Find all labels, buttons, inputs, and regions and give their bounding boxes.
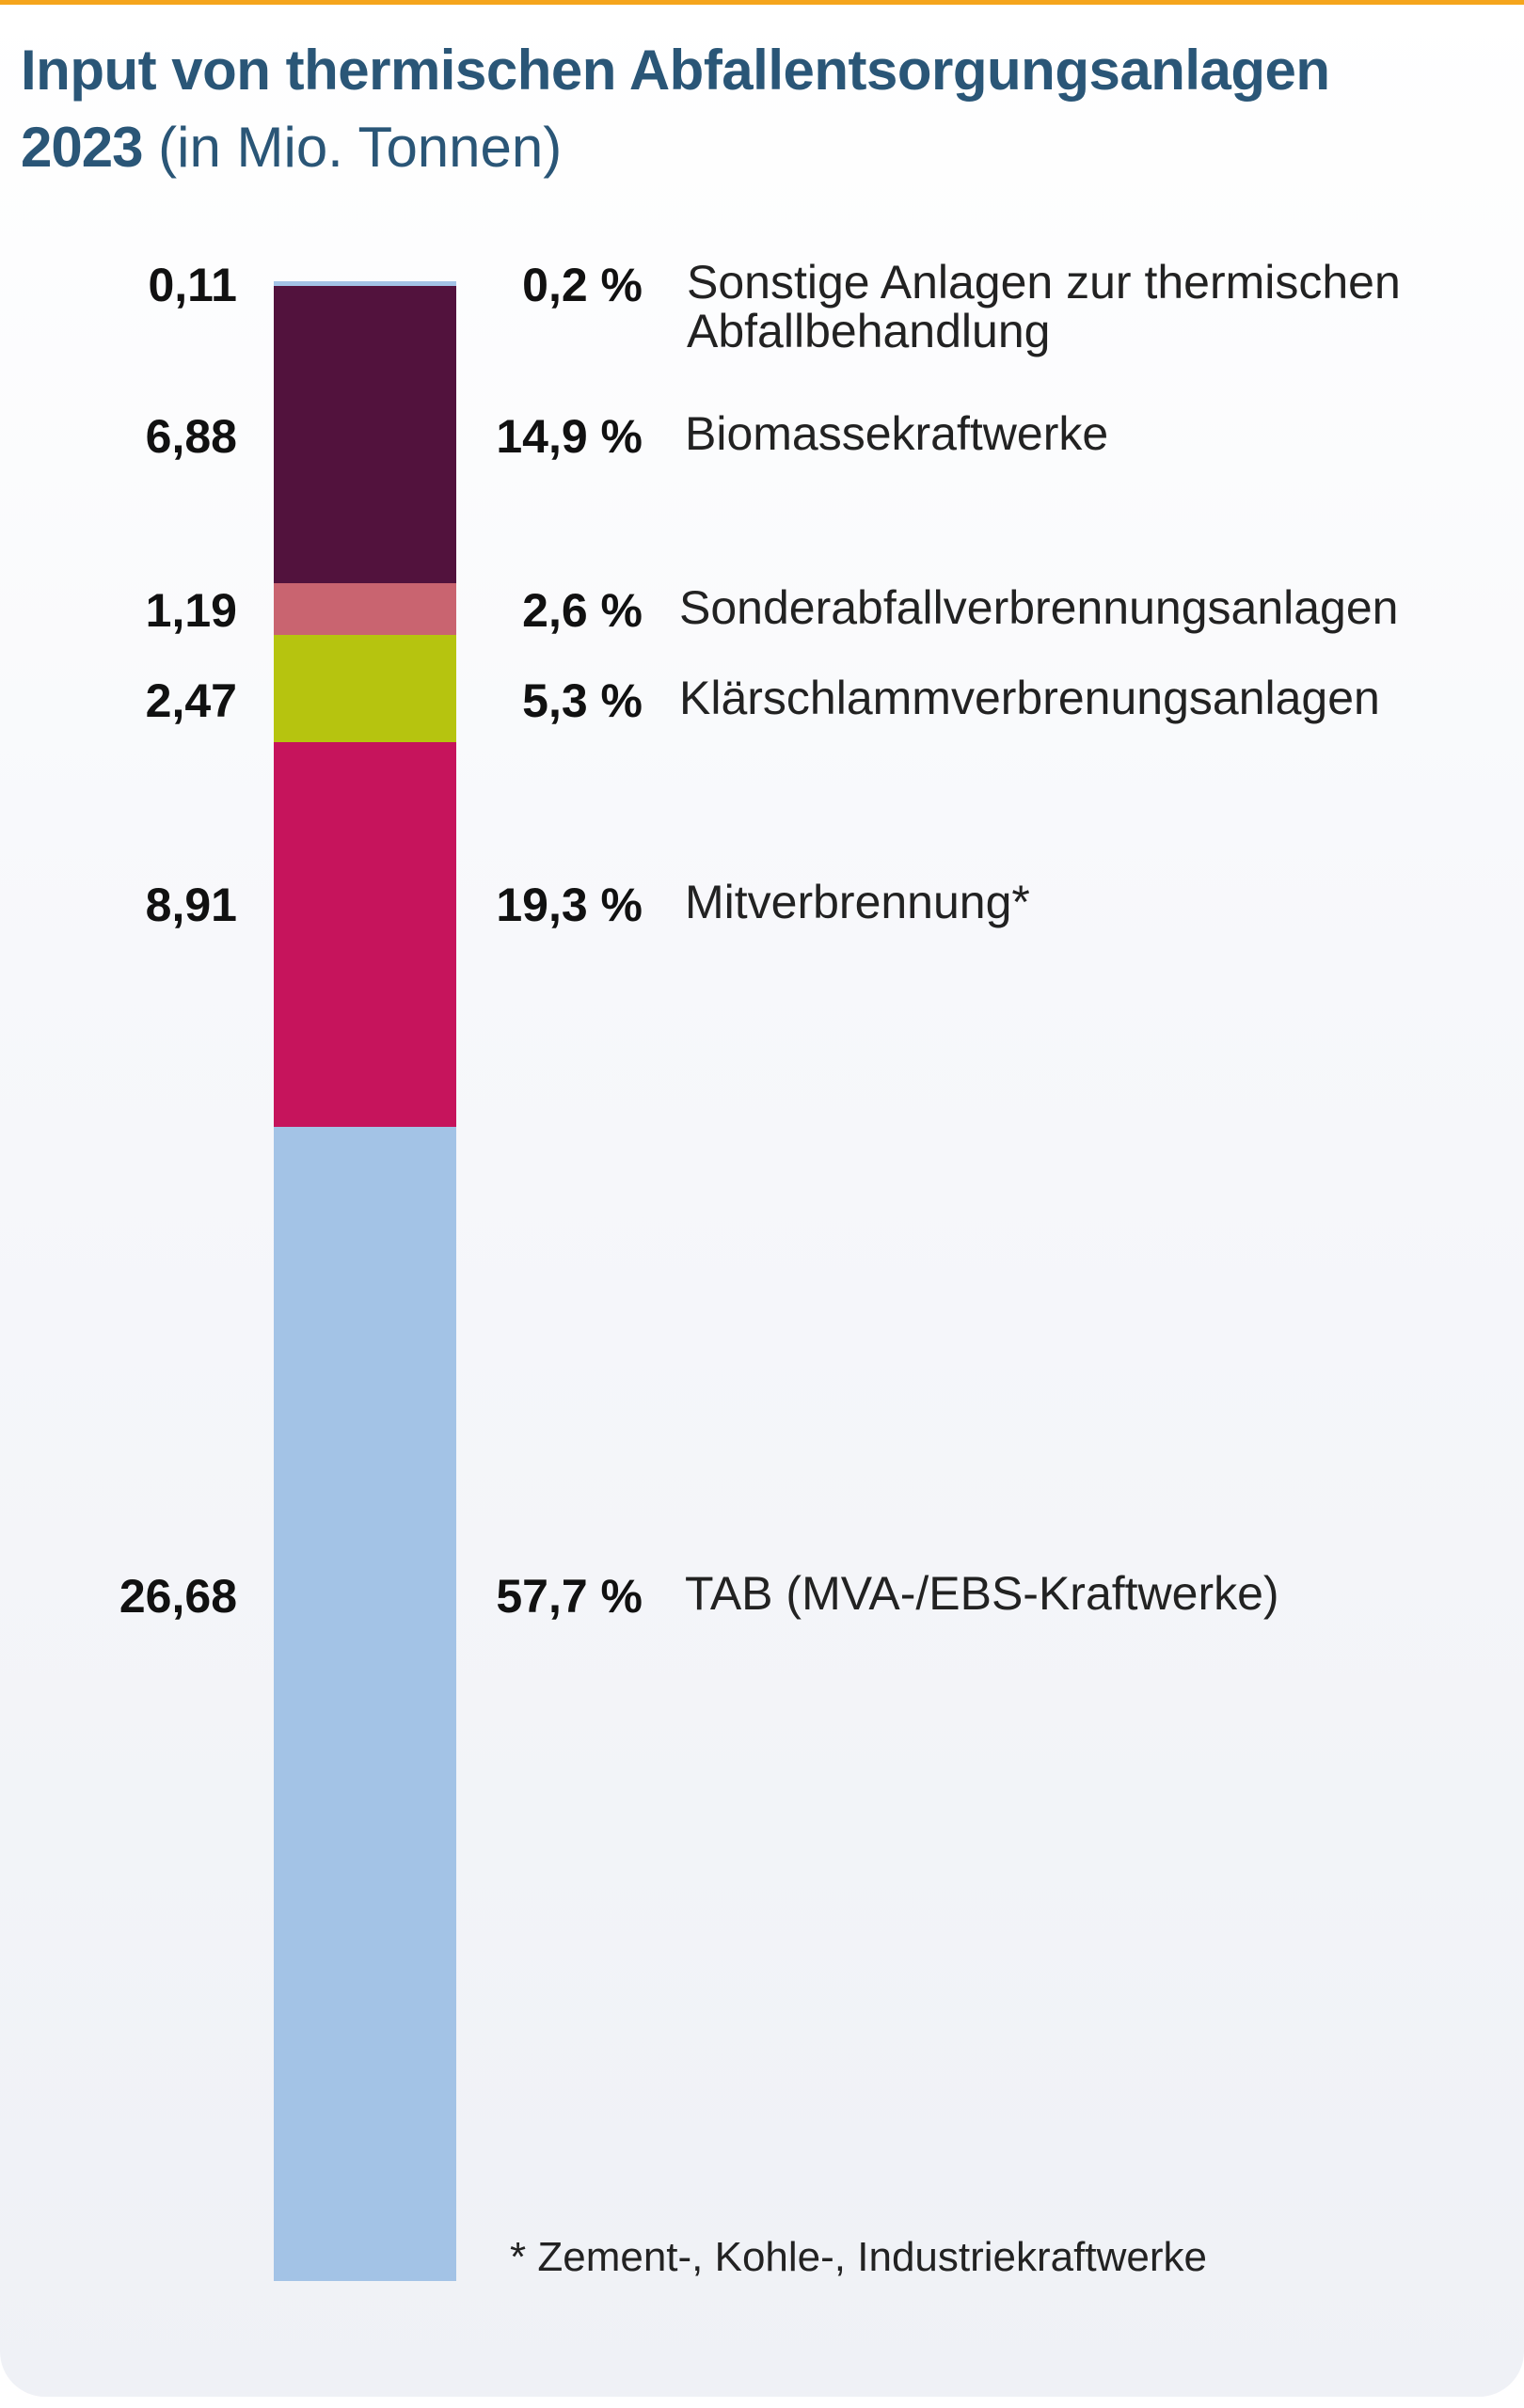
accent-line [0,0,1524,5]
percent-label: 5,3 % [522,674,643,727]
percent-label: 57,7 % [496,1570,643,1623]
value-label: 1,19 [145,584,237,637]
value-label: 26,68 [119,1570,237,1623]
chart-title: Input von thermischen Abfallentsorgungsa… [21,39,1330,102]
bar-segment-4 [274,741,456,1128]
value-label: 6,88 [145,410,237,463]
category-label: Sonstige Anlagen zur thermischen Abfallb… [687,256,1401,357]
value-label: 0,11 [148,259,237,311]
category-label: Sonderabfallverbrennungsanlagen [679,581,1399,634]
chart-subtitle: 2023 (in Mio. Tonnen) [21,115,562,180]
bar-segment-5 [274,1127,456,2281]
category-label: Biomassekraftwerke [685,407,1109,460]
stacked-bar [274,0,456,2408]
footnote: * Zement-, Kohle-, Industriekraftwerke [510,2234,1207,2280]
bar-segment-1 [274,286,456,584]
unit: (in Mio. Tonnen) [158,116,563,179]
bar-segment-2 [274,583,456,636]
category-label: Klärschlammverbrenungsanlagen [679,672,1380,724]
percent-label: 0,2 % [522,259,643,311]
percent-label: 19,3 % [496,879,643,931]
percent-label: 2,6 % [522,584,643,637]
bar-segment-0 [274,281,456,287]
bar-segment-3 [274,635,456,742]
percent-label: 14,9 % [496,410,643,463]
value-label: 2,47 [145,674,237,727]
category-label: Mitverbrennung* [685,876,1030,928]
year: 2023 [21,116,143,179]
category-label: TAB (MVA-/EBS-Kraftwerke) [685,1567,1279,1620]
value-label: 8,91 [145,879,237,931]
